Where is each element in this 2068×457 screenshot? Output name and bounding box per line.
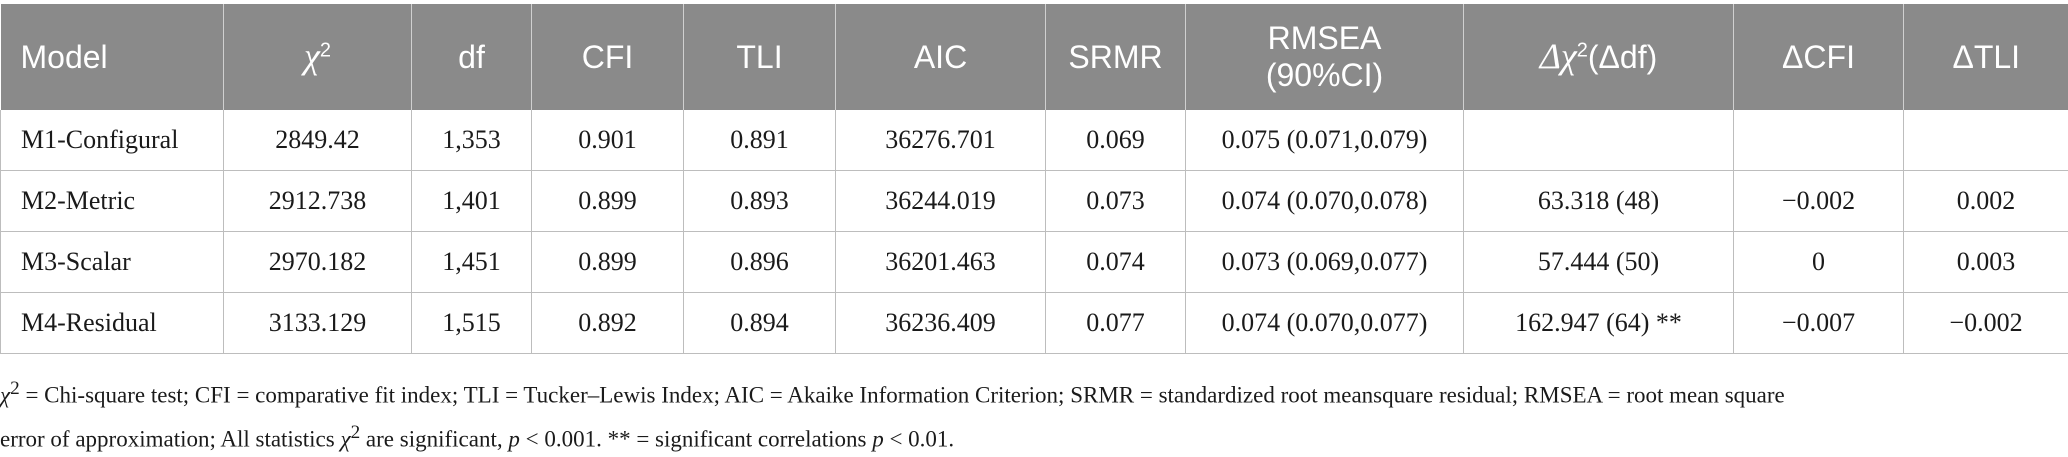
footnote-p-symbol-2: p — [872, 426, 884, 451]
header-model-label: Model — [21, 39, 108, 75]
header-tli: TLI — [684, 4, 836, 110]
header-chi2: χ2 — [224, 4, 412, 110]
header-delta-chi2: Δχ2(Δdf) — [1464, 4, 1734, 110]
footnote-chi-sup: 2 — [10, 378, 20, 399]
cell-df: 1,451 — [412, 232, 532, 293]
footnote-line2-mid2: < 0.001. ** = significant correlations — [520, 426, 872, 451]
cell-delta-chi2: 162.947 (64) ** — [1464, 293, 1734, 354]
header-tli-label: TLI — [736, 39, 782, 75]
header-df-label: df — [458, 39, 485, 75]
cell-model: M3-Scalar — [1, 232, 224, 293]
header-delta-tli-label: ΔTLI — [1952, 39, 2020, 75]
cell-delta-cfi — [1734, 110, 1904, 171]
cell-aic: 36201.463 — [836, 232, 1046, 293]
footnote-line2-start: error of approximation; All statistics — [0, 426, 340, 451]
header-rmsea-ci: (90%CI) — [1266, 57, 1383, 93]
model-fit-table: Model χ2 df CFI TLI AIC SRMR RMSEA(90%CI… — [0, 4, 2068, 354]
cell-df: 1,401 — [412, 171, 532, 232]
header-model: Model — [1, 4, 224, 110]
footnote-chi-symbol: χ — [0, 383, 10, 408]
cell-aic: 36276.701 — [836, 110, 1046, 171]
cell-rmsea: 0.075 (0.071,0.079) — [1186, 110, 1464, 171]
cell-delta-cfi: −0.007 — [1734, 293, 1904, 354]
cell-cfi: 0.899 — [532, 232, 684, 293]
header-delta-chi2-symbol: Δχ — [1540, 36, 1577, 76]
header-aic-label: AIC — [914, 39, 967, 75]
footnote-chi-sup-2: 2 — [351, 422, 361, 443]
cell-chi2: 2912.738 — [224, 171, 412, 232]
cell-srmr: 0.069 — [1046, 110, 1186, 171]
footnote-abbreviations: = Chi-square test; CFI = comparative fit… — [20, 383, 1785, 408]
cell-delta-cfi: 0 — [1734, 232, 1904, 293]
table-row: M1-Configural 2849.42 1,353 0.901 0.891 … — [1, 110, 2068, 171]
cell-aic: 36244.019 — [836, 171, 1046, 232]
cell-chi2: 2970.182 — [224, 232, 412, 293]
table-row: M3-Scalar 2970.182 1,451 0.899 0.896 362… — [1, 232, 2068, 293]
footnote-p-symbol-1: p — [508, 426, 520, 451]
cell-chi2: 2849.42 — [224, 110, 412, 171]
cell-cfi: 0.899 — [532, 171, 684, 232]
cell-tli: 0.893 — [684, 171, 836, 232]
table-footnote: χ2 = Chi-square test; CFI = comparative … — [0, 370, 2060, 457]
cell-tli: 0.896 — [684, 232, 836, 293]
cell-srmr: 0.073 — [1046, 171, 1186, 232]
header-delta-cfi-label: ΔCFI — [1782, 39, 1855, 75]
cell-delta-cfi: −0.002 — [1734, 171, 1904, 232]
cell-model: M2-Metric — [1, 171, 224, 232]
header-srmr-label: SRMR — [1068, 39, 1162, 75]
cell-model: M1-Configural — [1, 110, 224, 171]
header-aic: AIC — [836, 4, 1046, 110]
cell-model: M4-Residual — [1, 293, 224, 354]
cell-aic: 36236.409 — [836, 293, 1046, 354]
footnote-chi-symbol-2: χ — [340, 426, 350, 451]
header-rmsea-label: RMSEA — [1268, 20, 1382, 56]
cell-df: 1,515 — [412, 293, 532, 354]
header-cfi: CFI — [532, 4, 684, 110]
cell-chi2: 3133.129 — [224, 293, 412, 354]
footnote-line-2: error of approximation; All statistics χ… — [0, 414, 2060, 457]
cell-cfi: 0.892 — [532, 293, 684, 354]
cell-tli: 0.891 — [684, 110, 836, 171]
header-delta-chi2-sup: 2 — [1577, 40, 1588, 62]
cell-srmr: 0.077 — [1046, 293, 1186, 354]
header-chi2-sup: 2 — [320, 40, 331, 62]
cell-delta-tli: −0.002 — [1904, 293, 2068, 354]
cell-cfi: 0.901 — [532, 110, 684, 171]
header-rmsea: RMSEA(90%CI) — [1186, 4, 1464, 110]
footnote-line2-mid: are significant, — [360, 426, 508, 451]
header-df: df — [412, 4, 532, 110]
header-delta-chi2-suffix: (Δdf) — [1588, 39, 1657, 75]
table-row: M2-Metric 2912.738 1,401 0.899 0.893 362… — [1, 171, 2068, 232]
header-delta-tli: ΔTLI — [1904, 4, 2068, 110]
table-row: M4-Residual 3133.129 1,515 0.892 0.894 3… — [1, 293, 2068, 354]
cell-tli: 0.894 — [684, 293, 836, 354]
cell-delta-chi2: 63.318 (48) — [1464, 171, 1734, 232]
header-cfi-label: CFI — [582, 39, 634, 75]
table-body: M1-Configural 2849.42 1,353 0.901 0.891 … — [1, 110, 2068, 354]
footnote-line-1: χ2 = Chi-square test; CFI = comparative … — [0, 370, 2060, 414]
cell-delta-tli — [1904, 110, 2068, 171]
header-srmr: SRMR — [1046, 4, 1186, 110]
table-header: Model χ2 df CFI TLI AIC SRMR RMSEA(90%CI… — [1, 4, 2068, 110]
cell-srmr: 0.074 — [1046, 232, 1186, 293]
header-chi2-symbol: χ — [304, 36, 320, 76]
cell-rmsea: 0.074 (0.070,0.077) — [1186, 293, 1464, 354]
header-delta-cfi: ΔCFI — [1734, 4, 1904, 110]
cell-rmsea: 0.073 (0.069,0.077) — [1186, 232, 1464, 293]
cell-delta-chi2: 57.444 (50) — [1464, 232, 1734, 293]
cell-df: 1,353 — [412, 110, 532, 171]
cell-delta-tli: 0.003 — [1904, 232, 2068, 293]
cell-delta-chi2 — [1464, 110, 1734, 171]
cell-delta-tli: 0.002 — [1904, 171, 2068, 232]
header-row: Model χ2 df CFI TLI AIC SRMR RMSEA(90%CI… — [1, 4, 2068, 110]
cell-rmsea: 0.074 (0.070,0.078) — [1186, 171, 1464, 232]
footnote-line2-end: < 0.01. — [884, 426, 954, 451]
